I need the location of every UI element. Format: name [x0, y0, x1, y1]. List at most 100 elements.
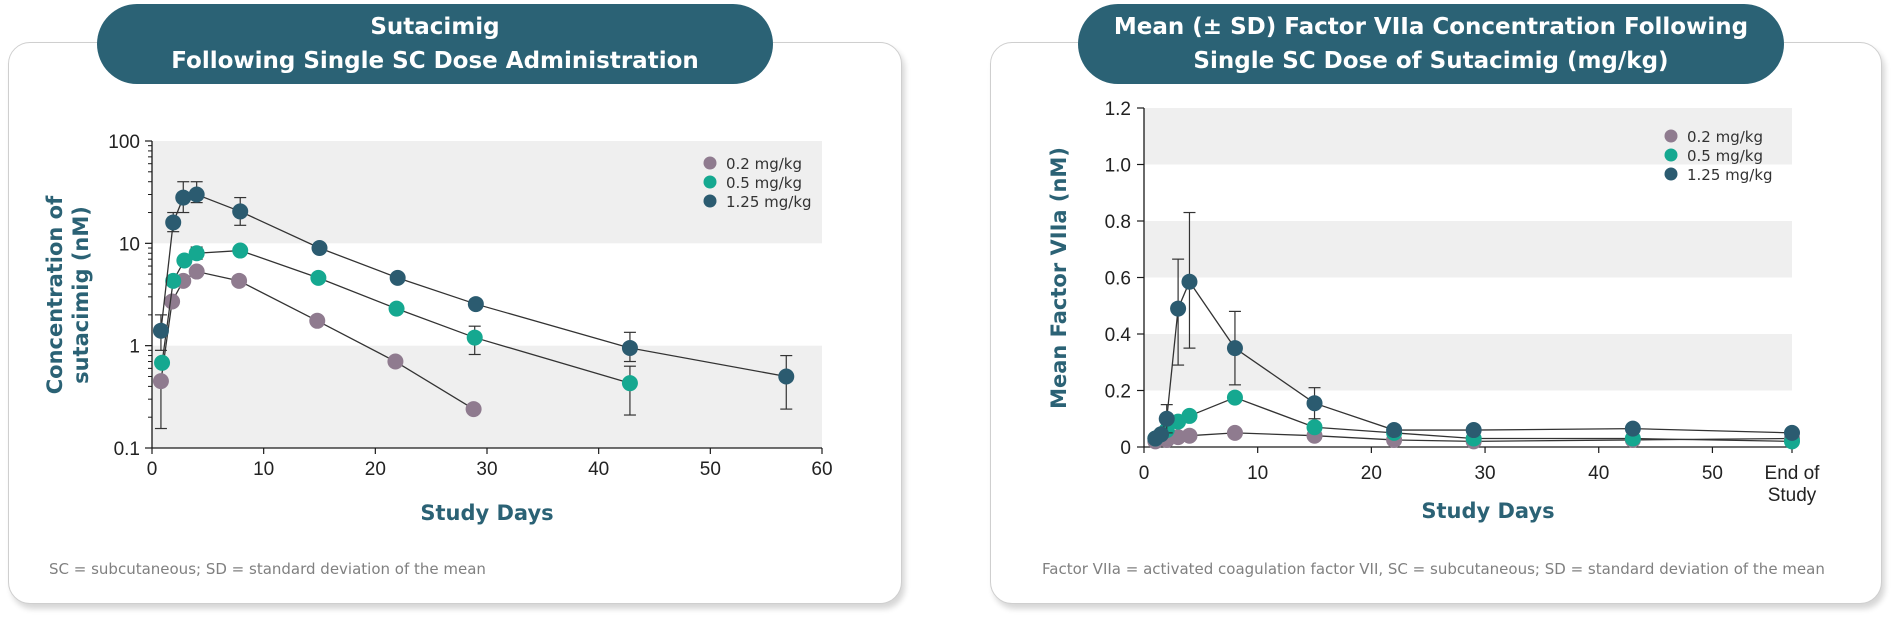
- footnote-left: SC = subcutaneous; SD = standard deviati…: [49, 560, 486, 578]
- right-data-point: [1158, 410, 1175, 427]
- left-data-point: [152, 322, 169, 339]
- left-x-tick-label: 50: [700, 459, 721, 480]
- chart-card-left: [8, 42, 902, 604]
- left-x-tick-label: 20: [365, 459, 386, 480]
- right-data-point: [1153, 426, 1170, 443]
- right-data-point: [1170, 300, 1187, 317]
- right-legend-marker: [1664, 167, 1678, 181]
- left-data-point: [152, 373, 169, 390]
- left-y-tick-label: 100: [108, 132, 140, 153]
- right-data-point: [1386, 422, 1403, 439]
- right-legend-marker: [1664, 148, 1678, 162]
- right-data-point: [1624, 420, 1641, 437]
- chart-title-right: Mean (± SD) Factor VIIa Concentration Fo…: [1078, 4, 1784, 84]
- right-x-axis-title: Study Days: [1421, 499, 1554, 523]
- left-data-point: [310, 269, 327, 286]
- right-band: [1144, 221, 1792, 278]
- right-band: [1144, 334, 1792, 391]
- left-data-point: [309, 312, 326, 329]
- right-x-end-label: End of Study: [1765, 463, 1821, 506]
- left-legend-marker: [703, 194, 717, 208]
- right-x-tick-label: 40: [1588, 463, 1609, 484]
- band-10-100: [152, 141, 822, 244]
- left-series-1: [154, 242, 638, 416]
- right-x-end-label-line: Study: [1768, 485, 1817, 506]
- left-data-point: [231, 272, 248, 289]
- left-data-point: [311, 240, 328, 257]
- right-data-point: [1306, 395, 1323, 412]
- left-y-tick-label: 0.1: [114, 439, 140, 460]
- right-data-point: [1226, 424, 1243, 441]
- right-series-1: [1147, 389, 1800, 450]
- left-y-tick-label: 10: [119, 234, 140, 255]
- right-data-point: [1226, 389, 1243, 406]
- left-data-point: [154, 354, 171, 371]
- chart-title-left: Mean (± SD) Plasma Concentrations of Sut…: [97, 0, 773, 108]
- right-data-point: [1465, 422, 1482, 439]
- right-x-tick-label: 0: [1139, 463, 1150, 484]
- left-legend-marker: [703, 175, 717, 189]
- left-data-point: [175, 189, 192, 206]
- left-series-0: [152, 263, 482, 430]
- left-data-point: [176, 252, 193, 269]
- right-y-axis-title: Mean Factor VIIa (nM): [1047, 147, 1071, 409]
- left-data-point: [621, 375, 638, 392]
- right-legend-marker: [1664, 129, 1678, 143]
- right-y-tick-label: 0.4: [1105, 325, 1132, 346]
- left-series-line: [160, 193, 787, 378]
- left-data-point: [388, 300, 405, 317]
- right-legend-label: 1.25 mg/kg: [1687, 166, 1773, 184]
- left-data-point: [165, 214, 182, 231]
- left-data-point: [621, 339, 638, 356]
- left-x-tick-label: 0: [147, 459, 158, 480]
- left-data-point: [232, 242, 249, 259]
- left-data-point: [188, 263, 205, 280]
- right-x-tick-label: 20: [1361, 463, 1382, 484]
- left-data-point: [387, 353, 404, 370]
- right-data-point: [1181, 407, 1198, 424]
- left-data-point: [232, 203, 249, 220]
- right-y-tick-label: 0.8: [1105, 212, 1131, 233]
- left-data-point: [389, 269, 406, 286]
- right-series-2: [1147, 211, 1800, 447]
- left-x-tick-label: 40: [588, 459, 609, 480]
- left-legend-marker: [703, 156, 717, 170]
- right-legend: 0.2 mg/kg0.5 mg/kg1.25 mg/kg: [1664, 128, 1773, 184]
- left-legend-label: 0.2 mg/kg: [726, 155, 802, 173]
- right-x-tick-label: 30: [1474, 463, 1495, 484]
- left-data-point: [466, 329, 483, 346]
- left-data-point: [465, 401, 482, 418]
- right-y-tick-label: 0.2: [1105, 382, 1131, 403]
- right-data-point: [1784, 424, 1800, 441]
- footnote-right: Factor VIIa = activated coagulation fact…: [1042, 560, 1825, 578]
- right-y-tick-label: 0.6: [1105, 269, 1131, 290]
- left-x-axis-title: Study Days: [420, 501, 553, 525]
- chart-title-text-left: Mean (± SD) Plasma Concentrations of Sut…: [171, 0, 699, 108]
- left-data-point: [778, 368, 795, 385]
- right-data-point: [1181, 427, 1198, 444]
- right-legend-label: 0.2 mg/kg: [1687, 128, 1763, 146]
- left-legend: 0.2 mg/kg0.5 mg/kg1.25 mg/kg: [703, 155, 812, 211]
- left-data-point: [188, 186, 205, 203]
- left-series-2: [152, 181, 795, 410]
- left-legend-label: 0.5 mg/kg: [726, 174, 802, 192]
- right-data-point: [1181, 273, 1198, 290]
- right-y-tick-label: 1.2: [1105, 99, 1131, 120]
- right-x-tick-label: 50: [1702, 463, 1723, 484]
- left-data-point: [165, 272, 182, 289]
- right-data-point: [1226, 340, 1243, 357]
- chart-title-text-right: Mean (± SD) Factor VIIa Concentration Fo…: [1113, 14, 1749, 74]
- right-legend-label: 0.5 mg/kg: [1687, 147, 1763, 165]
- right-y-tick-label: 1.0: [1105, 156, 1131, 177]
- left-x-tick-label: 60: [811, 459, 832, 480]
- right-x-end-label-line: End of: [1765, 463, 1821, 484]
- right-chart-plot: 0 10 20 30 40 50 End of Study 0 0.2 0.4 0.6 0.8 1.0 1.…: [1047, 99, 1820, 523]
- right-y-tick-label: 0: [1120, 438, 1131, 459]
- left-legend-label: 1.25 mg/kg: [726, 193, 812, 211]
- left-y-tick-label: 1: [129, 337, 140, 358]
- left-data-point: [164, 293, 181, 310]
- left-data-point: [467, 296, 484, 313]
- right-data-point: [1306, 419, 1323, 436]
- left-y-axis-title-line: sutacimig (nM): [69, 206, 93, 384]
